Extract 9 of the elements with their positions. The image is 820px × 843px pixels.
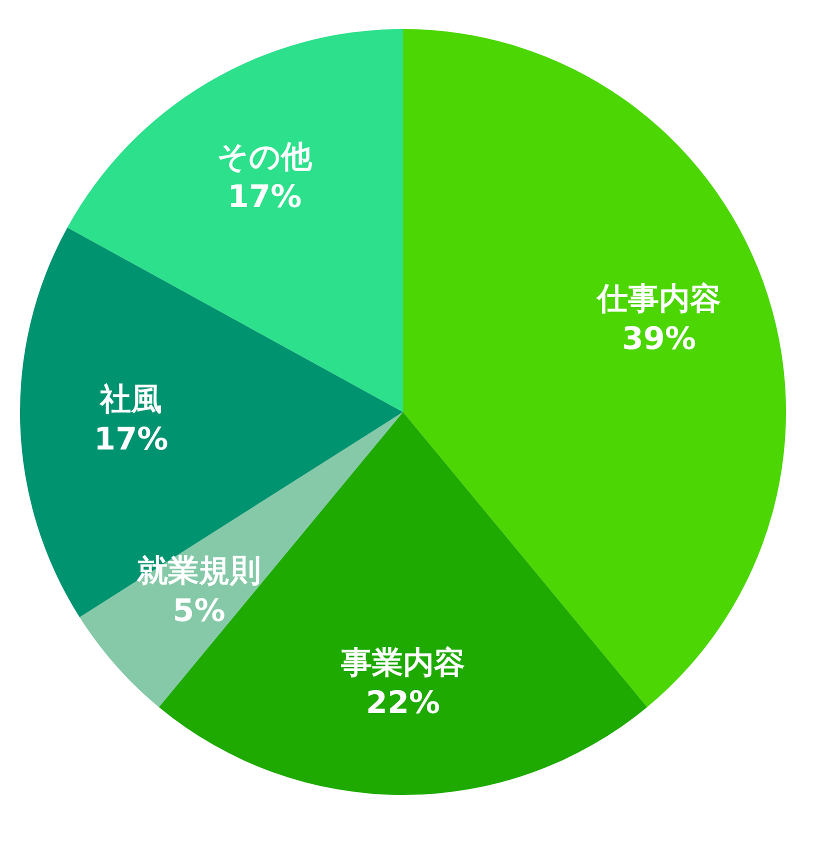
slice-label: 仕事内容 bbox=[594, 280, 721, 317]
slice-label: 社風 bbox=[99, 382, 162, 418]
data-label: 39% bbox=[622, 320, 696, 357]
data-label: 17% bbox=[94, 422, 168, 458]
slice-label: 事業内容 bbox=[340, 645, 465, 681]
data-label: 22% bbox=[366, 685, 440, 721]
data-label: 5% bbox=[172, 592, 226, 629]
slice-label: その他 bbox=[217, 138, 314, 175]
data-label: 17% bbox=[227, 178, 302, 215]
